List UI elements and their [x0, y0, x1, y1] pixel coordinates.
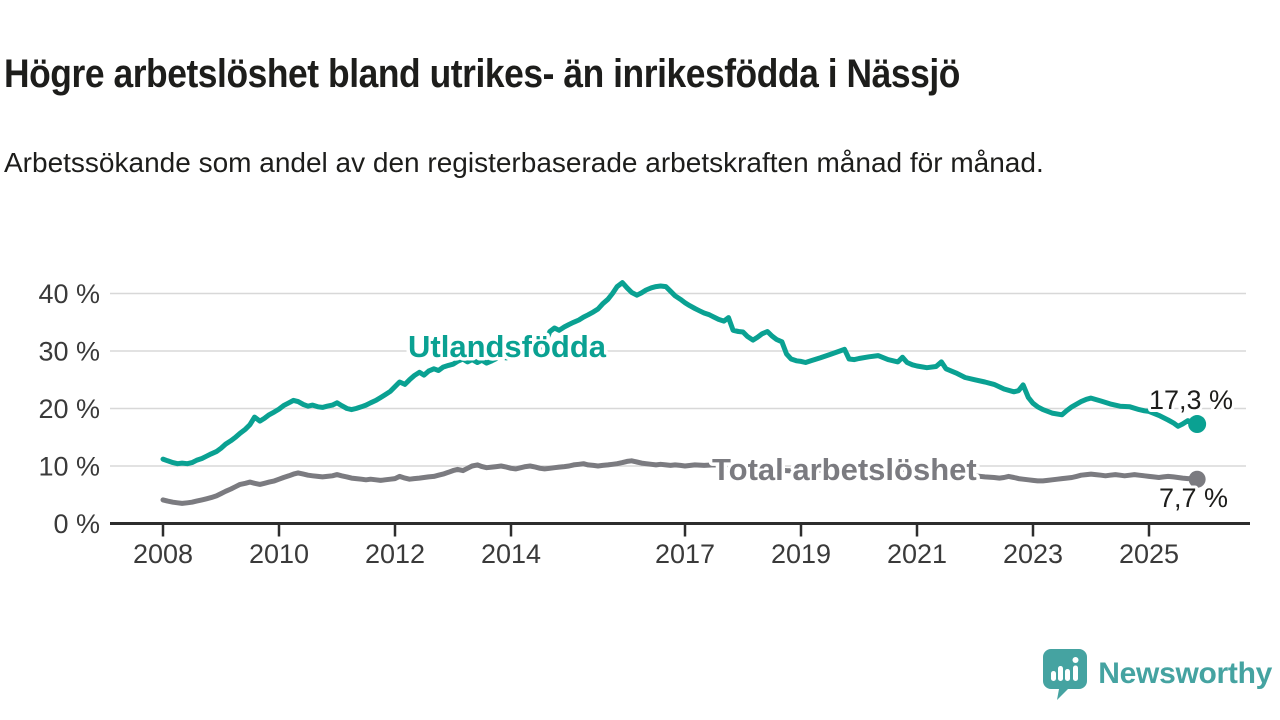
page-title: Högre arbetslöshet bland utrikes- än inr…: [4, 51, 960, 96]
x-axis-tick-label: 2023: [1003, 539, 1063, 569]
newsworthy-logo: Newsworthy: [1042, 648, 1272, 700]
newsworthy-logo-icon: [1043, 649, 1088, 700]
end-value-label: 7,7 %: [1159, 483, 1228, 513]
x-axis-tick-label: 2019: [771, 539, 831, 569]
x-axis-tick-label: 2008: [133, 539, 193, 569]
series-end-dot-utlandsfodda: [1188, 415, 1207, 434]
y-axis-tick-label: 10 %: [38, 452, 100, 482]
x-axis-tick-label: 2017: [655, 539, 715, 569]
x-axis-tick-label: 2010: [249, 539, 309, 569]
y-axis-tick-label: 40 %: [38, 279, 100, 309]
exclamation-dot: [1072, 657, 1079, 663]
y-axis-tick-label: 0 %: [53, 509, 100, 539]
page-subtitle: Arbetssökande som andel av den registerb…: [4, 147, 1044, 178]
x-axis-tick-label: 2012: [365, 539, 425, 569]
y-axis-tick-label: 20 %: [38, 394, 100, 424]
newsworthy-wordmark: Newsworthy: [1098, 657, 1272, 690]
series-line-total: [160, 458, 1200, 506]
series-label: Total arbetslöshet: [712, 452, 977, 487]
end-value-label: 17,3 %: [1149, 385, 1233, 415]
x-axis-tick-label: 2025: [1119, 539, 1179, 569]
exclamation-bar: [1073, 665, 1079, 681]
series-end-dot-total: [1188, 470, 1206, 488]
series-label: Utlandsfödda: [408, 329, 607, 364]
bar-chart-glyph: [1051, 657, 1079, 681]
x-axis-tick-label: 2021: [887, 539, 947, 569]
y-axis-tick-label: 30 %: [38, 337, 100, 367]
series-line-utlandsfodda: [160, 280, 1200, 467]
x-axis-tick-label: 2014: [481, 539, 541, 569]
